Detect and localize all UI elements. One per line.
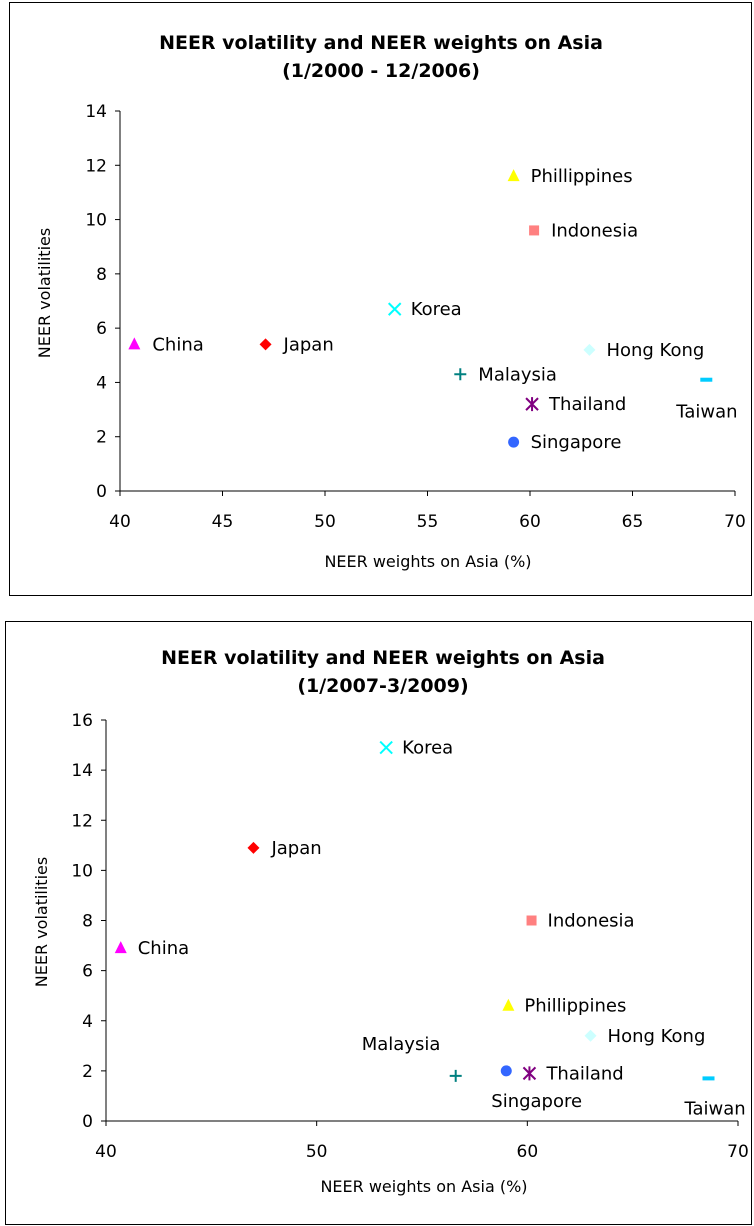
y-tick-label: 16	[71, 711, 93, 731]
korea-label: Korea	[402, 738, 453, 759]
indonesia-label: Indonesia	[548, 911, 635, 932]
x-tick-label: 70	[724, 512, 746, 532]
hong-kong-label: Hong Kong	[608, 1026, 706, 1047]
taiwan-marker	[702, 1076, 715, 1081]
y-tick-label: 0	[96, 482, 107, 502]
china-marker	[128, 337, 141, 350]
y-tick-label: 8	[96, 265, 107, 285]
korea-marker	[387, 302, 402, 316]
y-tick-label: 6	[96, 319, 107, 339]
singapore-label: Singapore	[531, 432, 622, 453]
y-tick-label: 14	[71, 761, 93, 781]
malaysia-label: Malaysia	[478, 364, 557, 385]
y-tick-label: 10	[71, 861, 93, 881]
malaysia-marker	[454, 368, 467, 381]
hong-kong-label: Hong Kong	[606, 340, 704, 361]
chart-panel-2007-2009: NEER volatility and NEER weights on Asia…	[5, 621, 752, 1225]
x-axis-label: NEER weights on Asia (%)	[324, 552, 531, 571]
plot-area: 0 2 4 6 8 10 12 14 40 45 50 55 60 65 70 China Japan Korea…	[85, 102, 745, 532]
y-tick-label: 8	[82, 912, 93, 932]
scatter-chart-2000-2006: NEER volatility and NEER weights on Asia…	[35, 32, 746, 571]
korea-marker	[379, 740, 393, 755]
indonesia-marker	[529, 225, 540, 236]
china-marker	[114, 941, 127, 954]
y-tick-label: 4	[82, 1012, 93, 1032]
singapore-marker	[508, 436, 520, 448]
x-tick-label: 65	[622, 512, 644, 532]
china-label: China	[138, 938, 189, 959]
singapore-marker	[500, 1065, 512, 1077]
taiwan-marker	[700, 377, 713, 382]
chart-subtitle: (1/2000 - 12/2006)	[282, 60, 480, 82]
thailand-marker	[522, 1066, 537, 1081]
x-tick-label: 55	[417, 512, 439, 532]
phillippines-label: Phillippines	[524, 996, 626, 1017]
y-tick-label: 6	[82, 962, 93, 982]
thailand-label: Thailand	[548, 394, 626, 415]
indonesia-label: Indonesia	[551, 220, 638, 241]
y-tick-label: 2	[82, 1062, 93, 1082]
chart-title: NEER volatility and NEER weights on Asia	[159, 32, 603, 54]
scatter-chart-2007-2009: NEER volatility and NEER weights on Asia…	[32, 647, 749, 1196]
y-tick-label: 12	[71, 811, 93, 831]
y-tick-label: 10	[85, 211, 107, 231]
indonesia-marker	[526, 915, 537, 926]
korea-label: Korea	[411, 299, 462, 320]
x-tick-label: 70	[727, 1142, 749, 1162]
japan-label: Japan	[270, 838, 321, 859]
japan-marker	[247, 841, 260, 854]
japan-label: Japan	[283, 334, 334, 355]
x-tick-label: 40	[109, 512, 131, 532]
y-tick-label: 0	[82, 1112, 93, 1132]
y-axis-label: NEER volatilities	[32, 857, 51, 987]
taiwan-label: Taiwan	[675, 402, 737, 423]
phillippines-label: Phillippines	[531, 166, 633, 187]
chart-panel-2000-2006: NEER volatility and NEER weights on Asia…	[9, 2, 752, 596]
phillippines-marker	[502, 998, 515, 1011]
chart-title: NEER volatility and NEER weights on Asia	[161, 647, 605, 669]
singapore-label: Singapore	[491, 1091, 582, 1112]
hong-kong-marker	[584, 1029, 597, 1042]
x-tick-label: 45	[212, 512, 234, 532]
x-tick-label: 60	[517, 1142, 539, 1162]
japan-marker	[259, 338, 272, 351]
thailand-label: Thailand	[545, 1063, 623, 1084]
x-tick-label: 50	[306, 1142, 328, 1162]
china-label: China	[152, 334, 203, 355]
y-tick-label: 2	[96, 428, 107, 448]
phillippines-marker	[507, 169, 520, 182]
malaysia-label: Malaysia	[362, 1034, 441, 1055]
y-axis-label: NEER volatilities	[35, 228, 54, 358]
y-tick-label: 4	[96, 373, 107, 393]
x-tick-label: 40	[95, 1142, 117, 1162]
y-tick-label: 12	[85, 156, 107, 176]
thailand-marker	[525, 397, 539, 412]
plot-area: 0 2 4 6 8 10 12 14 16 40 50 60 70 Korea Japan Indonesia…	[71, 711, 748, 1162]
y-tick-label: 14	[85, 102, 107, 122]
malaysia-marker	[449, 1069, 462, 1082]
x-tick-label: 50	[314, 512, 336, 532]
taiwan-label: Taiwan	[684, 1098, 746, 1119]
x-axis-label: NEER weights on Asia (%)	[320, 1177, 527, 1196]
chart-subtitle: (1/2007-3/2009)	[297, 675, 468, 697]
hong-kong-marker	[583, 343, 596, 356]
x-tick-label: 60	[519, 512, 541, 532]
